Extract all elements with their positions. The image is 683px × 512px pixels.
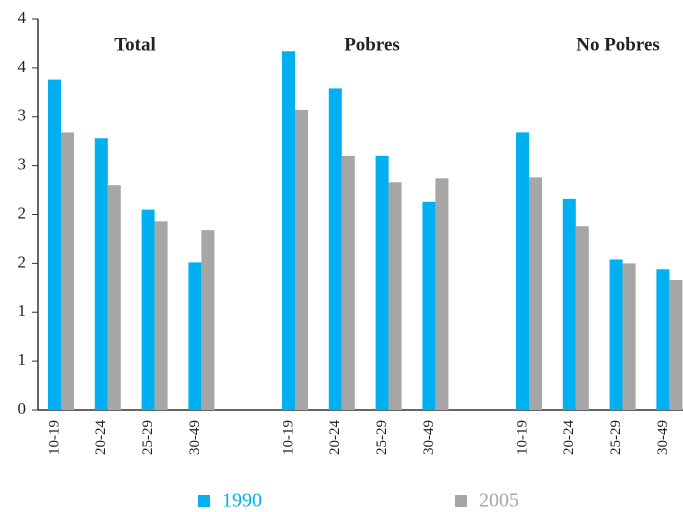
bar	[295, 109, 308, 410]
legend-swatch	[198, 495, 210, 507]
y-tick-label: 2	[18, 252, 27, 271]
bar	[201, 230, 215, 410]
bar	[609, 259, 623, 410]
bar	[575, 226, 589, 410]
bar	[107, 185, 121, 410]
x-tick-label: 20-24	[327, 420, 343, 455]
legend-label: 1990	[222, 490, 262, 512]
bar	[94, 138, 108, 410]
bar	[48, 79, 61, 410]
bar	[622, 263, 636, 410]
bar	[375, 155, 389, 410]
bar	[328, 88, 342, 410]
x-tick-label: 25-29	[608, 420, 624, 455]
bar	[435, 178, 449, 410]
y-tick-label: 0	[18, 399, 27, 418]
y-tick-label: 1	[18, 301, 27, 320]
x-tick-label: 20-24	[93, 420, 109, 455]
legend-swatch	[455, 495, 467, 507]
y-tick-label: 4	[18, 8, 27, 27]
x-tick-label: 20-24	[561, 420, 577, 455]
y-tick-label: 2	[18, 203, 27, 222]
x-tick-label: 25-29	[140, 420, 156, 455]
x-tick-label: 10-19	[46, 420, 62, 455]
x-tick-label: 30-49	[187, 420, 203, 455]
x-tick-label: 30-49	[655, 420, 671, 455]
legend-label: 2005	[479, 490, 519, 512]
x-tick-label: 30-49	[421, 420, 437, 455]
y-tick-label: 1	[18, 350, 27, 369]
bar	[388, 182, 402, 410]
y-tick-label: 3	[18, 106, 27, 125]
bar	[516, 132, 529, 410]
bar	[154, 221, 168, 410]
x-tick-label: 10-19	[514, 420, 530, 455]
x-tick-label: 25-29	[374, 420, 390, 455]
bar	[341, 155, 355, 410]
bar	[188, 262, 202, 410]
bar	[529, 177, 542, 410]
group-label: Total	[114, 34, 156, 55]
bar	[562, 198, 576, 410]
bar	[61, 132, 74, 410]
y-tick-label: 3	[18, 155, 27, 174]
group-label: No Pobres	[576, 34, 660, 55]
bar	[141, 209, 155, 410]
bar	[422, 201, 436, 410]
bar	[669, 279, 683, 410]
y-tick-label: 4	[18, 57, 27, 76]
group-label: Pobres	[344, 34, 400, 55]
bar	[282, 51, 295, 410]
x-tick-label: 10-19	[280, 420, 296, 455]
bar	[656, 269, 670, 410]
